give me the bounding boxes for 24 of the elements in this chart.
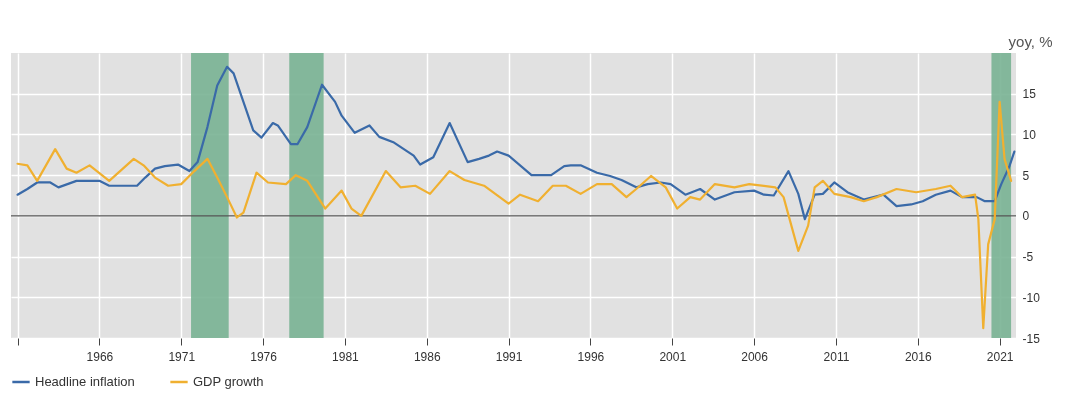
- x-tick-label: 1971: [168, 349, 196, 364]
- x-tick-label: 1996: [577, 349, 605, 364]
- y-tick-label: -5: [1022, 250, 1034, 265]
- y-tick-label: -10: [1022, 290, 1041, 305]
- x-tick-label: 1966: [86, 349, 114, 364]
- line-series: [16, 65, 1016, 221]
- y-tick-label: 15: [1022, 87, 1037, 102]
- line-series: [16, 100, 1013, 330]
- legend-label: Headline inflation: [35, 374, 135, 389]
- x-tick-label: 1981: [332, 349, 360, 364]
- x-tick-label: 2021: [986, 349, 1014, 364]
- x-tick-label: 1986: [413, 349, 441, 364]
- x-tick-label: 1976: [250, 349, 278, 364]
- x-tick-label: 2001: [659, 349, 687, 364]
- y-tick-label: 5: [1022, 168, 1030, 183]
- legend-label: GDP growth: [193, 374, 264, 389]
- y-tick-label: 0: [1022, 209, 1030, 224]
- x-tick-label: 1991: [495, 349, 523, 364]
- y-tick-label: 10: [1022, 127, 1037, 142]
- y-tick-label: -15: [1022, 331, 1041, 346]
- x-tick-label: 2011: [823, 349, 850, 364]
- y-axis-title: yoy, %: [1008, 32, 1053, 50]
- x-tick-label: 2006: [741, 349, 769, 364]
- x-tick-label: 2016: [904, 349, 932, 364]
